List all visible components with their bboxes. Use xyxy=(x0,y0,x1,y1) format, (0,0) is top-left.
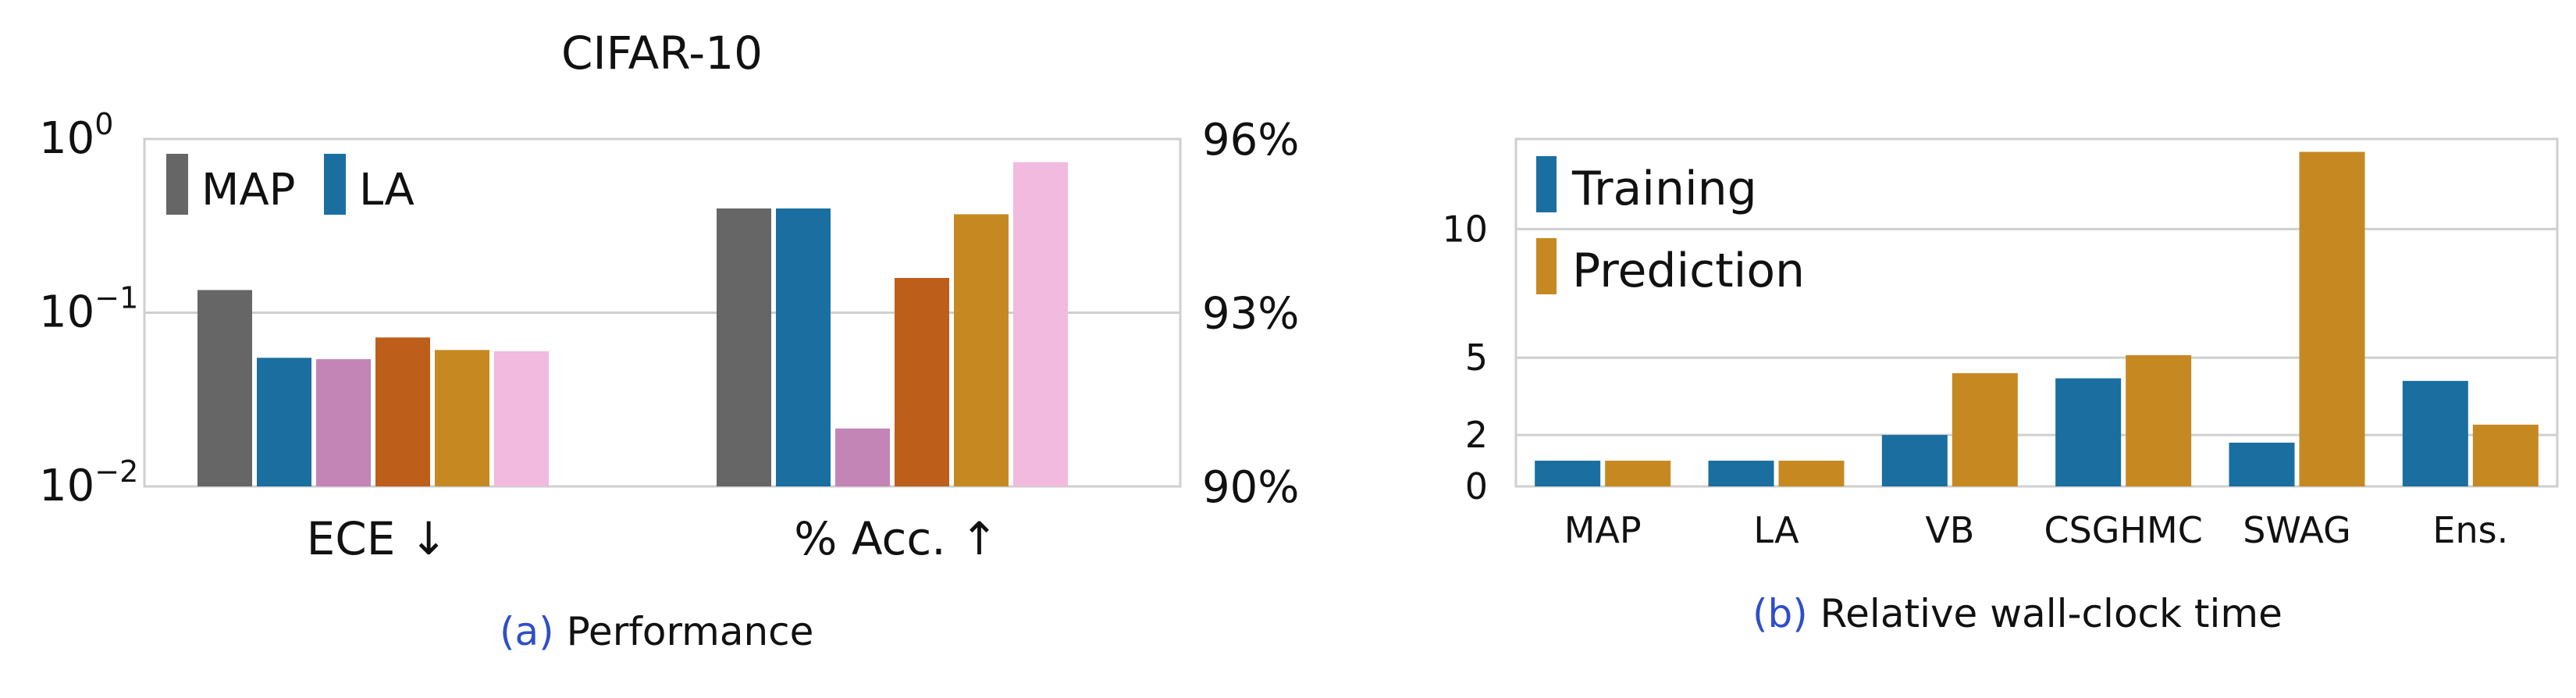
x-tick-label: VB xyxy=(1925,509,1974,551)
y2-tick-label: 90% xyxy=(1202,462,1299,513)
caption-a-text: Performance xyxy=(566,609,814,654)
x-tick-label: CSGHMC xyxy=(2044,509,2202,551)
bar xyxy=(435,350,489,486)
y-tick-label: 2 xyxy=(1465,414,1488,456)
caption-a-tag: (a) xyxy=(500,609,554,654)
plot-frame-a xyxy=(143,137,1182,488)
bar xyxy=(776,208,831,486)
bar xyxy=(1605,461,1671,486)
y-tick-label: 10 xyxy=(1442,208,1488,250)
legend-b: Training Prediction xyxy=(1536,156,1805,298)
y-tick-label: 5 xyxy=(1465,337,1488,379)
legend-a: MAP LA xyxy=(166,154,415,215)
plot-frame-b xyxy=(1514,137,2559,488)
chart-a: 10−2 10−1 100 90% 93% 96% ECE ↓ % Acc. ↑ CIFAR-1… xyxy=(39,27,1299,565)
bar xyxy=(2472,424,2539,486)
bar xyxy=(1535,461,1601,486)
bar xyxy=(954,214,1009,486)
y2-tick-label: 96% xyxy=(1202,115,1299,166)
bar xyxy=(2299,151,2365,486)
caption-b-text: Relative wall-clock time xyxy=(1820,591,2282,636)
caption-a: (a) Performance xyxy=(500,609,813,654)
legend-label: Prediction xyxy=(1572,244,1805,298)
x-tick-label: MAP xyxy=(1564,509,1642,551)
x-tick-label: SWAG xyxy=(2243,509,2350,551)
x-tick-label: Ens. xyxy=(2432,509,2508,551)
bar xyxy=(2055,378,2122,486)
bar xyxy=(835,428,890,486)
legend-label: LA xyxy=(359,165,415,215)
legend-swatch xyxy=(166,154,188,215)
x-tick-label: LA xyxy=(1753,509,1799,551)
bar xyxy=(197,290,252,486)
bar xyxy=(1013,162,1068,486)
legend-swatch xyxy=(324,154,346,215)
bar xyxy=(2229,442,2295,486)
y-tick-label: 0 xyxy=(1465,465,1488,507)
y-tick-label: 10−2 xyxy=(39,454,138,511)
x-tick-label: % Acc. ↑ xyxy=(794,512,998,565)
bar xyxy=(2402,380,2468,486)
legend-swatch xyxy=(1536,238,1557,294)
caption-b-tag: (b) xyxy=(1752,591,1808,636)
bar xyxy=(494,351,549,486)
bar xyxy=(895,278,949,486)
y-tick-label: 100 xyxy=(39,107,113,164)
bar xyxy=(1881,435,1948,486)
bar xyxy=(257,358,311,486)
caption-b: (b) Relative wall-clock time xyxy=(1752,591,2282,636)
bar xyxy=(2126,354,2192,486)
legend-label: MAP xyxy=(201,165,295,215)
bar xyxy=(316,359,371,486)
bar xyxy=(1952,372,2018,486)
bar xyxy=(1778,461,1845,486)
x-tick-label: ECE ↓ xyxy=(307,512,448,565)
bar xyxy=(375,337,430,486)
y-tick-label: 10−1 xyxy=(39,281,138,338)
bar xyxy=(1708,461,1774,486)
y2-tick-label: 93% xyxy=(1202,289,1299,340)
legend-label: Training xyxy=(1571,162,1757,216)
chart-a-title: CIFAR-10 xyxy=(561,27,763,80)
chart-b: 0 2 5 10 MAP LA VB CSGHMC SWAG Ens. Training Predic… xyxy=(1442,137,2559,551)
legend-swatch xyxy=(1536,156,1557,212)
bar xyxy=(717,208,771,486)
